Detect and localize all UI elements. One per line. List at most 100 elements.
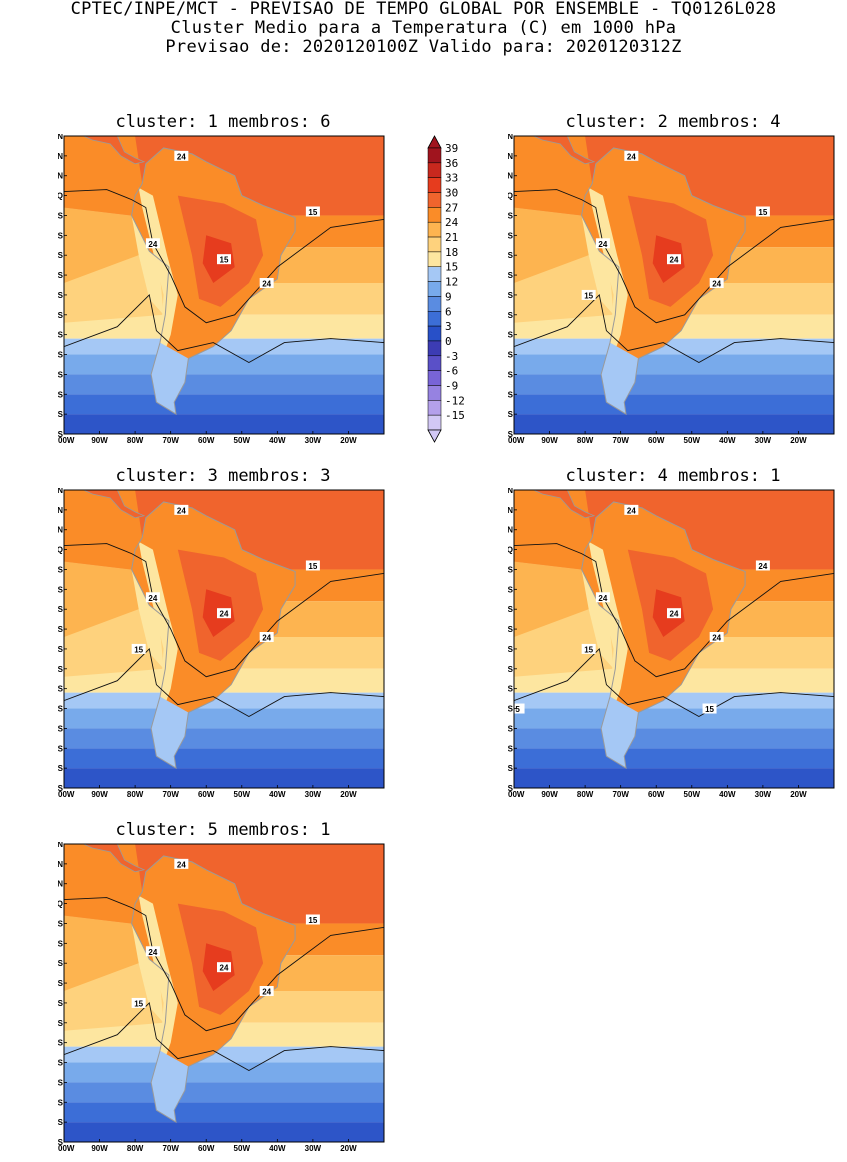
lon-tick-label: 90W <box>541 790 558 799</box>
contour-label-box <box>624 504 639 515</box>
contour-label: 15 <box>308 208 317 217</box>
lat-tick-label: 10S <box>58 939 64 948</box>
colorbar-swatch <box>427 207 442 223</box>
lat-tick-label: 10N <box>508 506 513 515</box>
header-title: CPTEC/INPE/MCT - PREVISAO DE TEMPO GLOBA… <box>70 0 777 19</box>
lat-tick-label: 5S <box>508 565 514 574</box>
lon-tick-label: 90W <box>91 1144 108 1153</box>
map-frame <box>63 489 385 789</box>
lat-tick-label: 45S <box>58 724 64 733</box>
lat-tick-label: 40S <box>58 351 64 360</box>
lon-tick-label: 80W <box>127 790 144 799</box>
contour-label: 24 <box>598 594 607 603</box>
lon-tick-label: 20W <box>340 436 357 445</box>
lat-tick-label: 25S <box>508 291 514 300</box>
contour-label: 24 <box>712 280 721 289</box>
lat-tick-label: 30S <box>508 311 514 320</box>
lat-tick-label: 35S <box>508 685 514 694</box>
contour-label-box <box>131 997 146 1008</box>
lon-tick-label: 20W <box>340 790 357 799</box>
lat-tick-label: 15N <box>58 842 63 849</box>
lat-tick-label: 5S <box>58 211 64 220</box>
lon-tick-label: 60W <box>198 436 215 445</box>
colorbar-label: 0 <box>445 335 452 348</box>
colorbar-label: 33 <box>445 172 458 185</box>
lon-tick-label: 30W <box>305 1144 322 1153</box>
lon-tick-label: 40W <box>269 790 286 799</box>
lon-tick-label: 100W <box>58 436 75 445</box>
contour-label: 24 <box>148 948 157 957</box>
map-plot: 24 24 24 24 15 15 15N 10N 5N EQ 5S 10S 15S 20S 25S 30S 3… <box>508 134 835 445</box>
contour-label: 15 <box>758 208 767 217</box>
lon-tick-label: 30W <box>755 436 772 445</box>
contour-label: 24 <box>177 152 186 161</box>
lon-tick-label: 100W <box>58 1144 75 1153</box>
lon-tick-label: 70W <box>162 436 179 445</box>
lon-tick-label: 40W <box>269 436 286 445</box>
contour-label: 15 <box>705 705 714 714</box>
colorbar-swatch <box>427 177 442 193</box>
header-subtitle: Cluster Medio para a Temperatura (C) em … <box>170 18 677 38</box>
lon-tick-label: 70W <box>612 436 629 445</box>
lat-tick-label: 50S <box>58 390 64 399</box>
map-plot: 24 24 24 15 15 15N 10N 5N EQ 5S 10S 15S 20S 25S 30S 35S… <box>58 134 385 445</box>
lat-tick-label: 10N <box>58 860 63 869</box>
contour-label: 24 <box>670 610 679 619</box>
contour-label: 24 <box>627 152 636 161</box>
colorbar-swatch <box>427 400 442 416</box>
colorbar-swatch <box>427 296 442 312</box>
lat-tick-label: 45S <box>508 370 514 379</box>
contour-label-box <box>595 592 610 603</box>
colorbar-label: 18 <box>445 246 458 259</box>
lon-tick-label: 20W <box>790 436 807 445</box>
colorbar-swatch <box>427 266 442 282</box>
lat-tick-label: 10N <box>58 152 63 161</box>
lat-tick-label: 45S <box>58 370 64 379</box>
lat-tick-label: 20S <box>58 271 64 280</box>
colorbar-swatch <box>427 370 442 386</box>
lat-tick-label: 10S <box>58 585 64 594</box>
lat-tick-label: 50S <box>508 390 514 399</box>
colorbar-bottom-arrow <box>427 429 442 443</box>
lat-tick-label: 60S <box>508 784 514 793</box>
lat-tick-label: 25S <box>58 291 64 300</box>
map-frame <box>63 135 385 435</box>
lat-tick-label: 15S <box>58 605 64 614</box>
colorbar-label: 3 <box>445 320 452 333</box>
contour-label-box <box>259 632 274 643</box>
contour-label: 24 <box>262 280 271 289</box>
colorbar-swatch <box>427 251 442 267</box>
lon-tick-label: 100W <box>58 790 75 799</box>
panel-title: cluster: 1 membros: 6 <box>115 112 331 132</box>
lon-tick-label: 50W <box>684 436 701 445</box>
lat-tick-label: 20S <box>58 625 64 634</box>
lat-tick-label: 25S <box>58 999 64 1008</box>
colorbar-swatch <box>427 162 442 178</box>
colorbar-label: 15 <box>445 261 458 274</box>
map-plot: 24 24 24 24 15 15 15N 10N 5N EQ 5S 10S 15S 20S 25S 30S 3… <box>58 488 385 799</box>
lat-tick-label: 20S <box>58 979 64 988</box>
lon-tick-label: 60W <box>198 1144 215 1153</box>
lon-tick-label: 30W <box>305 436 322 445</box>
lon-tick-label: 40W <box>269 1144 286 1153</box>
lat-tick-label: 60S <box>58 784 64 793</box>
colorbar-swatch <box>427 236 442 253</box>
lat-tick-label: 15S <box>58 251 64 260</box>
contour-label-box <box>145 592 160 603</box>
lat-tick-label: 55S <box>58 1118 64 1127</box>
contour-label-box <box>709 632 724 643</box>
lon-tick-label: 70W <box>162 1144 179 1153</box>
lon-tick-label: 90W <box>541 436 558 445</box>
lat-tick-label: 15N <box>58 488 63 495</box>
contour-label-box <box>702 703 717 714</box>
lat-tick-label: 60S <box>508 430 514 439</box>
colorbar-label: -15 <box>445 409 465 422</box>
map-panel-cluster-4: cluster: 4 membros: 1 24 24 24 24 24 15 15 5 15N… <box>508 466 838 806</box>
lat-tick-label: EQ <box>508 192 513 201</box>
map-plot: 24 24 24 24 24 15 15 5 15N 10N 5N EQ 5S 10S 15S 20S 25S 3… <box>508 488 835 799</box>
contour-label: 15 <box>308 562 317 571</box>
lat-tick-label: 10N <box>58 506 63 515</box>
colorbar-label: 9 <box>445 290 452 303</box>
colorbar-label: 39 <box>445 142 458 155</box>
contour-label-box <box>709 278 724 289</box>
